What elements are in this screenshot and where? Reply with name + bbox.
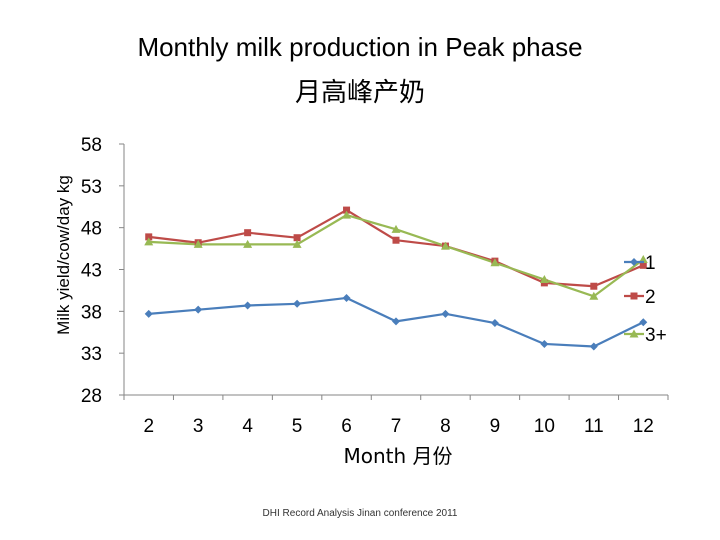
x-tick-label: 7 [391,416,402,437]
data-point-series-2 [293,234,301,242]
y-tick-label: 33 [81,344,102,365]
data-point-series-3+ [243,239,253,248]
legend-label-3+: 3+ [645,325,667,346]
x-axis-label: Month 月份 [343,444,453,468]
data-point-series-3+ [342,210,352,219]
data-point-series-3+ [144,237,154,246]
data-point-series-1 [490,319,499,328]
y-tick-label: 48 [81,219,102,240]
x-tick-label: 2 [143,416,154,437]
data-point-series-1 [342,293,351,302]
y-tick-label: 53 [81,177,102,198]
data-point-series-2 [392,236,400,244]
data-point-series-2 [244,229,252,237]
data-point-series-1 [243,301,252,310]
axes [119,143,669,400]
data-point-series-1 [441,309,450,318]
y-tick-labels: 58 53 48 43 38 33 28 [81,135,102,407]
x-tick-label: 5 [292,416,303,437]
x-tick-label: 4 [242,416,253,437]
data-point-series-2 [590,282,598,290]
x-tick-label: 9 [490,416,501,437]
y-tick-label: 28 [81,386,102,407]
data-point-series-3+ [440,241,450,250]
data-point-series-3+ [292,239,302,248]
data-point-series-1 [392,317,400,326]
data-point-series-3+ [391,224,401,233]
data-point-series-1 [293,299,302,308]
data-point-series-3+ [490,258,500,267]
x-tick-label: 6 [341,416,352,437]
legend-label-1: 1 [645,253,656,274]
data-point-series-1 [639,318,648,327]
legend-marker-3+ [629,329,639,338]
legend-label-2: 2 [645,287,656,308]
data-point-series-2 [343,206,351,214]
legend-marker-1 [630,258,638,266]
data-point-series-3+ [589,291,599,300]
x-tick-labels: 2 3 4 5 6 7 8 9 10 11 12 [143,416,653,437]
data-point-series-3+ [193,239,203,248]
chart-title: Monthly milk production in Peak phase [137,32,583,62]
x-tick-label: 12 [633,416,654,437]
chart-subtitle: 月高峰产奶 [294,78,425,108]
data-point-series-1 [589,342,598,351]
y-tick-label: 58 [81,135,102,156]
data-point-series-2 [639,261,647,269]
data-point-series-1 [540,339,549,348]
y-tick-label: 43 [81,261,102,282]
x-tick-label: 10 [534,416,555,437]
data-point-series-1 [194,305,203,314]
data-point-series-2 [145,233,153,241]
series-markers [144,206,648,351]
data-point-series-1 [144,309,153,318]
series-line-2 [148,208,644,288]
x-tick-label: 8 [440,416,451,437]
legend-marker-2 [630,292,638,300]
data-point-series-3+ [539,275,549,284]
x-tick-label: 3 [193,416,204,437]
legend: 1 2 3+ [624,253,667,346]
x-tick-label: 11 [584,416,604,437]
y-tick-label: 38 [81,302,102,323]
footer-note: DHI Record Analysis Jinan conference 201… [262,508,458,519]
